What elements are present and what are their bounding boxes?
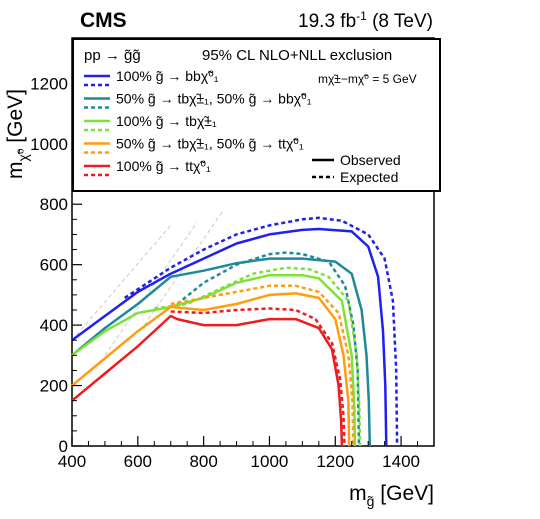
diagonal-line-1 <box>104 222 198 356</box>
y-tick-label-1000: 1000 <box>30 135 68 154</box>
experiment-label: CMS <box>80 9 127 32</box>
legend-box <box>72 38 441 192</box>
series-line-1 <box>124 216 399 447</box>
series-line-2 <box>71 257 372 447</box>
legend-process: pp → g̃g̃ <box>84 47 141 64</box>
legend-observed-label: Observed <box>340 152 401 168</box>
diagonal-line-2 <box>143 209 224 326</box>
series-line-9 <box>170 307 346 447</box>
x-tick-label-800: 800 <box>189 452 217 471</box>
legend-entry-label-3: 50% g̃ → tbχ̃±₁, 50% g̃ → ttχ̃⁰₁ <box>116 136 304 152</box>
y-tick-label-600: 600 <box>40 256 68 275</box>
diagonal-line-0 <box>71 225 172 341</box>
series-line-4 <box>71 273 357 447</box>
x-tick-label-1000: 1000 <box>251 452 289 471</box>
series-line-0 <box>71 227 388 447</box>
y-axis-title: mχ̃⁰ [GeV] <box>4 89 31 179</box>
y-tick-label-200: 200 <box>40 377 68 396</box>
x-tick-label-600: 600 <box>124 452 152 471</box>
series-line-8 <box>71 314 344 447</box>
x-tick-label-1200: 1200 <box>316 452 354 471</box>
x-tick-label-400: 400 <box>58 452 86 471</box>
legend: pp → g̃g̃ 95% CL NLO+NLL exclusion mχ̃±−… <box>72 38 441 192</box>
legend-entry-label-2: 100% g̃ → tbχ̃±₁ <box>116 113 217 129</box>
exclusion-curves <box>71 216 399 447</box>
y-tick-label-1200: 1200 <box>30 74 68 93</box>
kinematic-diagonals <box>71 209 224 356</box>
series-line-3 <box>176 251 361 447</box>
legend-entry-label-4: 100% g̃ → ttχ̃⁰₁ <box>116 158 211 174</box>
legend-entry-label-1: 50% g̃ → tbχ̃±₁, 50% g̃ → bbχ̃⁰₁ <box>116 91 312 107</box>
y-tick-label-400: 400 <box>40 316 68 335</box>
luminosity-label: 19.3 fb-1 (8 TeV) <box>298 9 433 32</box>
legend-exclusion: 95% CL NLO+NLL exclusion <box>202 47 392 64</box>
legend-expected-label: Expected <box>340 169 398 185</box>
x-tick-label-1400: 1400 <box>382 452 420 471</box>
y-tick-label-0: 0 <box>59 437 68 456</box>
legend-entries: 100% g̃ → bbχ̃⁰₁ 50% g̃ → tbχ̃±₁, 50% g̃ … <box>84 68 312 177</box>
series-line-7 <box>170 284 355 447</box>
series-line-6 <box>71 292 351 447</box>
legend-mass-note: mχ̃±−mχ̃⁰ = 5 GeV <box>318 72 417 86</box>
x-axis-title: mg̃ [GeV] <box>349 482 434 509</box>
legend-entry-label-0: 100% g̃ → bbχ̃⁰₁ <box>116 68 219 84</box>
axis-ticks: 400 600 800 1000 1200 1400 0 200 400 600 800 1000 12… <box>30 52 420 471</box>
y-tick-label-800: 800 <box>40 195 68 214</box>
series-line-5 <box>154 266 362 447</box>
